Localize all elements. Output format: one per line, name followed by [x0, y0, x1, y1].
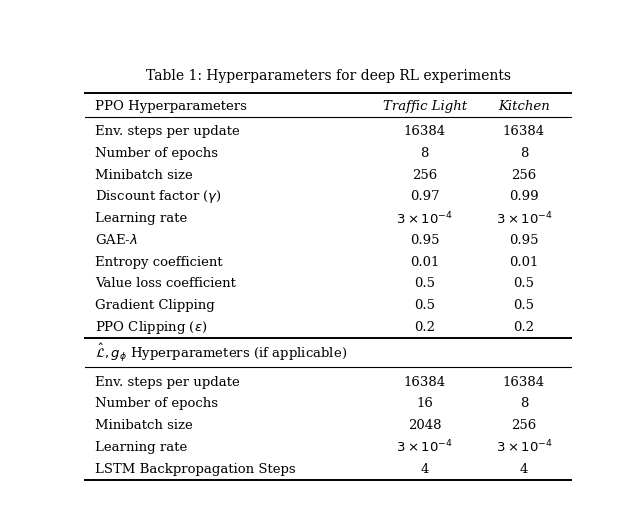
Text: Gradient Clipping: Gradient Clipping — [95, 299, 214, 312]
Text: PPO Hyperparameters: PPO Hyperparameters — [95, 101, 247, 113]
Text: Discount factor ($\gamma$): Discount factor ($\gamma$) — [95, 188, 221, 205]
Text: 4: 4 — [420, 462, 429, 476]
Text: 8: 8 — [520, 147, 528, 160]
Text: 2048: 2048 — [408, 419, 442, 432]
Text: 0.99: 0.99 — [509, 190, 539, 203]
Text: 0.2: 0.2 — [414, 321, 435, 334]
Text: Value loss coefficient: Value loss coefficient — [95, 277, 236, 290]
Text: 256: 256 — [511, 419, 536, 432]
Text: Table 1: Hyperparameters for deep RL experiments: Table 1: Hyperparameters for deep RL exp… — [145, 69, 511, 83]
Text: Entropy coefficient: Entropy coefficient — [95, 255, 223, 269]
Text: 16384: 16384 — [404, 376, 446, 389]
Text: $3 \times 10^{-4}$: $3 \times 10^{-4}$ — [396, 439, 453, 455]
Text: 16: 16 — [416, 397, 433, 410]
Text: PPO Clipping ($\varepsilon$): PPO Clipping ($\varepsilon$) — [95, 319, 207, 336]
Text: 0.2: 0.2 — [513, 321, 534, 334]
Text: 8: 8 — [520, 397, 528, 410]
Text: 0.5: 0.5 — [414, 299, 435, 312]
Text: Learning rate: Learning rate — [95, 212, 187, 225]
Text: $3 \times 10^{-4}$: $3 \times 10^{-4}$ — [495, 210, 552, 227]
Text: $\hat{\mathcal{L}}, g_\phi$ Hyperparameters (if applicable): $\hat{\mathcal{L}}, g_\phi$ Hyperparamet… — [95, 342, 347, 364]
Text: 8: 8 — [420, 147, 429, 160]
Text: 0.01: 0.01 — [509, 255, 539, 269]
Text: Env. steps per update: Env. steps per update — [95, 126, 239, 138]
Text: 0.5: 0.5 — [513, 277, 534, 290]
Text: 0.97: 0.97 — [410, 190, 440, 203]
Text: 0.95: 0.95 — [410, 234, 440, 247]
Text: Env. steps per update: Env. steps per update — [95, 376, 239, 389]
Text: 16384: 16384 — [503, 376, 545, 389]
Text: 16384: 16384 — [404, 126, 446, 138]
Text: $3 \times 10^{-4}$: $3 \times 10^{-4}$ — [495, 439, 552, 455]
Text: Number of epochs: Number of epochs — [95, 147, 218, 160]
Text: Number of epochs: Number of epochs — [95, 397, 218, 410]
Text: 256: 256 — [412, 169, 437, 182]
Text: 0.01: 0.01 — [410, 255, 440, 269]
Text: Minibatch size: Minibatch size — [95, 169, 193, 182]
Text: Minibatch size: Minibatch size — [95, 419, 193, 432]
Text: 0.95: 0.95 — [509, 234, 539, 247]
Text: LSTM Backpropagation Steps: LSTM Backpropagation Steps — [95, 462, 296, 476]
Text: 0.5: 0.5 — [513, 299, 534, 312]
Text: GAE-$\lambda$: GAE-$\lambda$ — [95, 234, 138, 247]
Text: Traffic Light: Traffic Light — [383, 101, 467, 113]
Text: Kitchen: Kitchen — [498, 101, 550, 113]
Text: 0.5: 0.5 — [414, 277, 435, 290]
Text: 256: 256 — [511, 169, 536, 182]
Text: 16384: 16384 — [503, 126, 545, 138]
Text: Learning rate: Learning rate — [95, 441, 187, 454]
Text: 4: 4 — [520, 462, 528, 476]
Text: $3 \times 10^{-4}$: $3 \times 10^{-4}$ — [396, 210, 453, 227]
